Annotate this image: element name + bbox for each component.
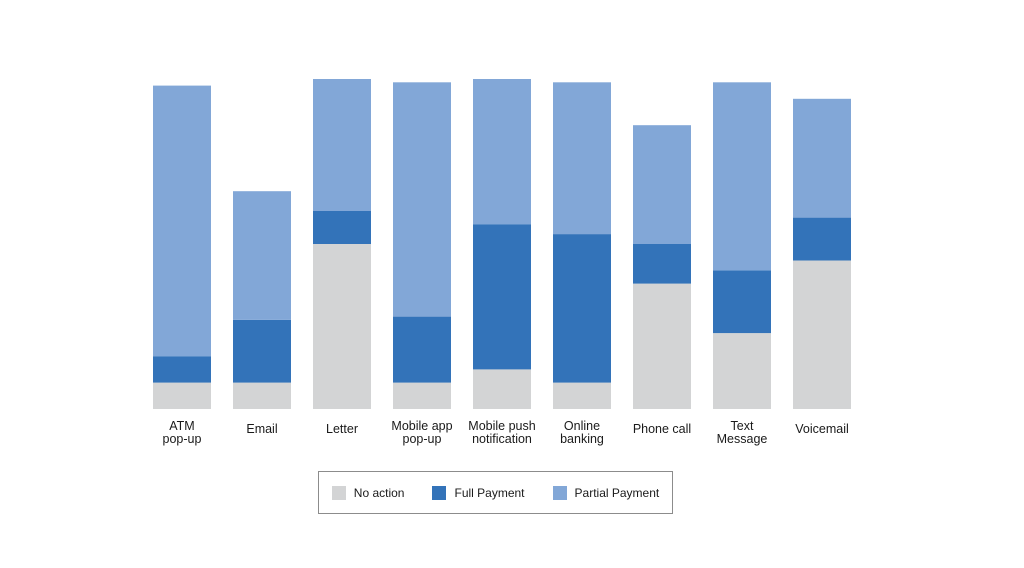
bar-segment-full-payment-7 (713, 270, 771, 334)
bar-segment-no-action-2 (313, 244, 371, 409)
category-label-line-7-0: Text (731, 419, 754, 433)
category-label-line-4-0: Mobile push (468, 419, 535, 433)
legend-label-no-action: No action (353, 485, 405, 500)
category-label-line-1-0: Email (246, 422, 277, 436)
bar-segment-partial-payment-3 (393, 82, 451, 317)
category-label-line-3-1: pop-up (403, 432, 442, 446)
category-label-line-8-0: Voicemail (795, 422, 849, 436)
category-label-2: Letter (326, 422, 358, 436)
bar-segment-no-action-5 (553, 382, 611, 409)
bar-segment-partial-payment-7 (713, 82, 771, 271)
category-label-line-0-0: ATM (169, 419, 194, 433)
category-label-line-5-1: banking (560, 432, 604, 446)
category-label-0: ATM pop-up (163, 419, 202, 446)
category-label-line-0-1: pop-up (163, 432, 202, 446)
bar-segment-full-payment-2 (313, 211, 371, 244)
bar-segment-full-payment-0 (153, 356, 211, 383)
category-label-line-7-1: Message (717, 432, 768, 446)
category-label-7: Text Message (717, 419, 768, 446)
bar-segment-no-action-4 (473, 369, 531, 409)
category-label-3: Mobile app pop-up (391, 419, 452, 446)
bar-segment-no-action-3 (393, 382, 451, 409)
category-label-4: Mobile push notification (468, 419, 535, 446)
legend-swatch-full-payment (432, 485, 447, 500)
legend-item-full-payment: Full Payment (432, 485, 525, 500)
bar-segment-partial-payment-0 (153, 85, 211, 357)
category-label-6: Phone call (633, 422, 691, 436)
legend-swatch-no-action (331, 485, 346, 500)
bar-segment-full-payment-4 (473, 224, 531, 370)
bar-segment-no-action-0 (153, 382, 211, 409)
bar-segment-partial-payment-6 (633, 125, 691, 244)
category-label-line-4-1: notification (472, 432, 532, 446)
bar-segment-full-payment-6 (633, 244, 691, 284)
category-label-line-6-0: Phone call (633, 422, 691, 436)
bar-segment-no-action-6 (633, 283, 691, 409)
bar-segment-full-payment-3 (393, 316, 451, 383)
bar-segment-partial-payment-5 (553, 82, 611, 235)
legend-item-partial-payment: Partial Payment (552, 485, 660, 500)
legend: No action Full Payment Partial Payment (318, 471, 673, 514)
bar-segment-no-action-7 (713, 333, 771, 409)
category-label-line-2-0: Letter (326, 422, 358, 436)
bar-segment-partial-payment-2 (313, 79, 371, 211)
bar-segment-full-payment-8 (793, 217, 851, 261)
legend-label-full-payment: Full Payment (454, 485, 525, 500)
bar-segment-full-payment-5 (553, 234, 611, 383)
category-label-8: Voicemail (795, 422, 849, 436)
bar-segment-no-action-8 (793, 260, 851, 409)
bar-segment-partial-payment-8 (793, 98, 851, 218)
legend-item-no-action: No action (331, 485, 405, 500)
bar-segment-partial-payment-1 (233, 191, 291, 320)
category-label-line-3-0: Mobile app (391, 419, 452, 433)
legend-swatch-partial-payment (552, 485, 567, 500)
legend-label-partial-payment: Partial Payment (574, 485, 660, 500)
bar-segment-partial-payment-4 (473, 79, 531, 225)
bar-segment-full-payment-1 (233, 319, 291, 383)
category-label-1: Email (246, 422, 277, 436)
bar-segment-no-action-1 (233, 382, 291, 409)
category-label-line-5-0: Online (564, 419, 600, 433)
category-label-5: Online banking (560, 419, 604, 446)
